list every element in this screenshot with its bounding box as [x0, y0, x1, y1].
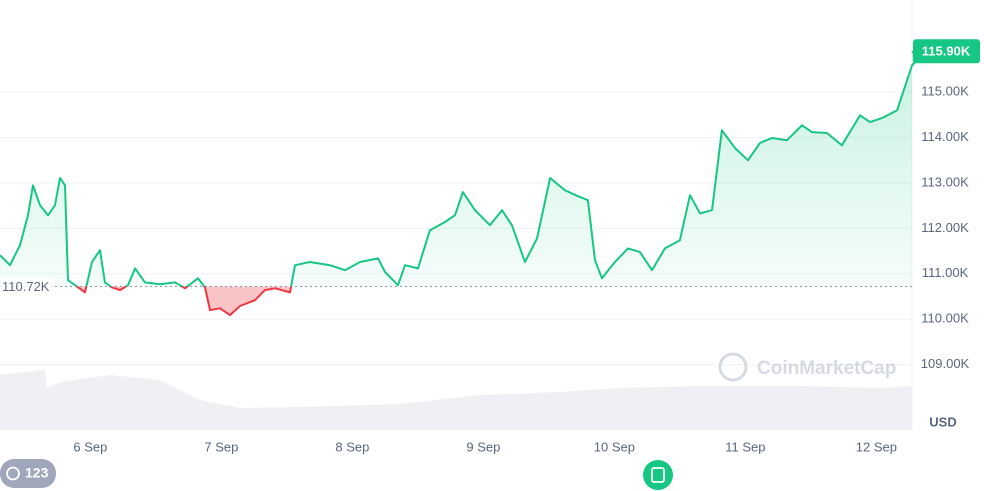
volume-area: [0, 370, 912, 430]
currency-label: USD: [929, 414, 956, 429]
badge-icon: [6, 466, 20, 481]
y-tick-label: 109.00K: [921, 356, 970, 371]
x-tick-label: 12 Sep: [856, 439, 897, 454]
x-tick-label: 10 Sep: [594, 439, 635, 454]
baseline-label: 110.72K: [2, 279, 50, 294]
badge[interactable]: [0, 459, 56, 488]
x-tick-label: 9 Sep: [466, 439, 500, 454]
y-tick-label: 111.00K: [922, 265, 969, 280]
price-area: [0, 51, 919, 316]
news-marker[interactable]: [643, 460, 673, 490]
price-tag: [913, 39, 980, 64]
y-tick-label: 114.00K: [921, 129, 969, 144]
x-tick-label: 6 Sep: [73, 439, 107, 454]
price-line: [0, 50, 920, 317]
x-tick-label: 7 Sep: [204, 439, 238, 454]
y-tick-label: 113.00K: [921, 174, 969, 189]
price-tag-label: 115.90K: [922, 44, 971, 59]
baseline-label-bg: [0, 277, 54, 296]
news-icon: [651, 467, 665, 483]
badge-count: 123: [25, 465, 49, 481]
y-tick-label: 112.00K: [921, 220, 969, 235]
watermark: CoinMarketCap: [718, 352, 896, 382]
x-tick-label: 8 Sep: [335, 439, 369, 454]
watermark-text: CoinMarketCap: [757, 358, 896, 379]
x-tick-label: 11 Sep: [725, 439, 765, 454]
y-tick-label: 115.00K: [921, 84, 969, 99]
y-tick-label: 110.00K: [921, 311, 969, 326]
